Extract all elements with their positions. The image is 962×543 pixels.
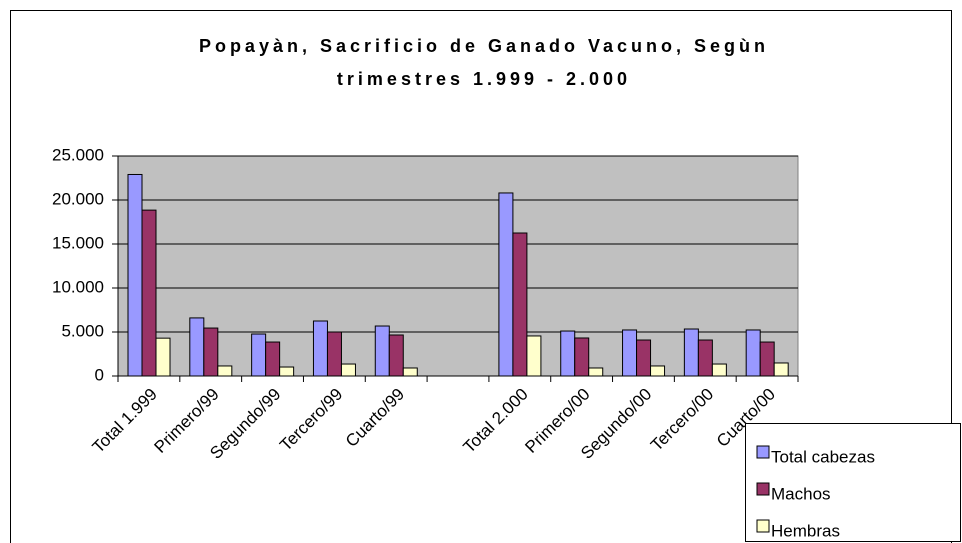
bar [622,329,638,377]
bar [326,331,342,377]
bar [374,325,390,377]
legend-label: Machos [771,484,831,503]
legend-label: Hembras [771,521,840,540]
bar [279,366,295,377]
bar [697,339,713,377]
bar [402,367,418,377]
bar [141,209,157,377]
chart-title: trimestres 1.999 - 2.000 [337,69,631,89]
y-tick-label: 20.000 [52,189,104,208]
bar [203,327,219,377]
bar [251,333,267,377]
y-tick-label: 5.000 [61,321,104,340]
y-tick-label: 25.000 [52,145,104,164]
bar [312,320,328,377]
bar [388,334,404,377]
bar [683,328,699,377]
legend-swatch [756,482,770,496]
legend-box [745,423,961,542]
y-tick-label: 15.000 [52,233,104,252]
bar [127,173,143,377]
legend-swatch [756,519,770,533]
bar [650,365,666,377]
y-tick-label: 10.000 [52,277,104,296]
legend-swatch [756,445,770,459]
bar [512,232,528,377]
bar [588,367,604,377]
bar [773,362,789,377]
bar [340,363,356,377]
bar [265,341,281,377]
bar [711,363,727,377]
bar [574,337,590,377]
bar [636,339,652,377]
bar [759,341,775,377]
bar [526,335,542,377]
legend-label: Total cabezas [771,447,875,466]
y-tick-label: 0 [95,365,104,384]
bar [498,192,514,377]
bar [155,337,171,377]
bar [560,330,576,377]
bar [217,365,233,377]
bar [189,317,205,377]
chart-title: Popayàn, Sacrificio de Ganado Vacuno, Se… [199,36,769,56]
bar [745,329,761,377]
